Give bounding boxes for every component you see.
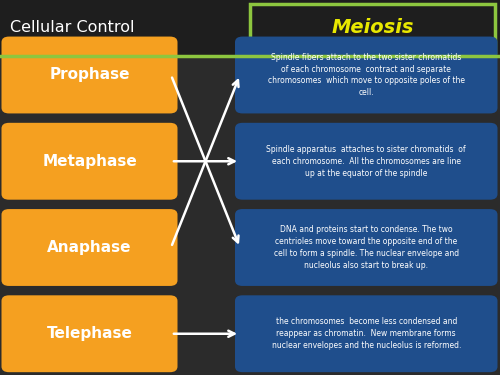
- FancyBboxPatch shape: [2, 37, 178, 113]
- Text: DNA and proteins start to condense. The two
centrioles move toward the opposite : DNA and proteins start to condense. The …: [274, 225, 459, 270]
- FancyBboxPatch shape: [2, 209, 178, 286]
- Text: Metaphase: Metaphase: [42, 154, 137, 169]
- FancyBboxPatch shape: [250, 4, 495, 52]
- FancyBboxPatch shape: [235, 123, 498, 200]
- Text: the chromosomes  become less condensed and
reappear as chromatin.  New membrane : the chromosomes become less condensed an…: [272, 318, 461, 350]
- Text: Spindle apparatus  attaches to sister chromatids  of
each chromosome.  All the c: Spindle apparatus attaches to sister chr…: [266, 145, 466, 177]
- Text: Spindle fibers attach to the two sister chromatids
of each chromosome  contract : Spindle fibers attach to the two sister …: [268, 53, 464, 97]
- FancyBboxPatch shape: [0, 0, 500, 56]
- Text: Anaphase: Anaphase: [47, 240, 132, 255]
- FancyBboxPatch shape: [2, 296, 178, 372]
- Text: Cellular Control: Cellular Control: [10, 20, 134, 35]
- FancyBboxPatch shape: [235, 296, 498, 372]
- Text: Prophase: Prophase: [49, 68, 130, 82]
- FancyBboxPatch shape: [235, 37, 498, 113]
- FancyBboxPatch shape: [2, 123, 178, 200]
- Text: Meiosis: Meiosis: [331, 18, 414, 37]
- FancyBboxPatch shape: [235, 209, 498, 286]
- Text: Telephase: Telephase: [46, 326, 132, 341]
